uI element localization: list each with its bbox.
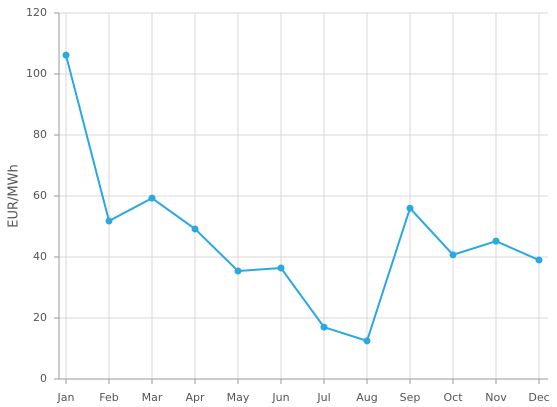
x-tick-label: Oct (443, 391, 463, 404)
x-tick-label: Jun (271, 391, 289, 404)
y-tick-label: 0 (40, 372, 47, 385)
x-tick-label: Mar (142, 391, 163, 404)
point (449, 251, 457, 259)
y-tick-label: 120 (26, 6, 47, 19)
point (62, 51, 70, 59)
point (277, 264, 285, 272)
x-tick-label: Jul (316, 391, 330, 404)
point (320, 323, 328, 331)
y-tick-label: 20 (33, 311, 47, 324)
point (105, 217, 113, 225)
x-tick-label: Apr (185, 391, 205, 404)
point (363, 337, 371, 345)
y-tick-label: 40 (33, 250, 47, 263)
y-axis-label: EUR/MWh (7, 164, 22, 227)
point (492, 237, 500, 245)
x-tick-label: May (227, 391, 250, 404)
x-tick-label: Aug (356, 391, 377, 404)
point (148, 194, 156, 202)
line (65, 54, 540, 343)
y-tick-label: 100 (26, 67, 47, 80)
x-tick-label: Nov (485, 391, 507, 404)
point (234, 267, 242, 275)
x-tick-label: Jan (57, 391, 75, 404)
point (535, 256, 543, 264)
x-tick-label: Feb (99, 391, 118, 404)
x-tick-label: Sep (400, 391, 421, 404)
point (191, 225, 199, 233)
y-tick-label: 80 (33, 128, 47, 141)
point (406, 204, 414, 212)
y-tick-label: 60 (33, 189, 47, 202)
x-tick-label: Dec (528, 391, 549, 404)
